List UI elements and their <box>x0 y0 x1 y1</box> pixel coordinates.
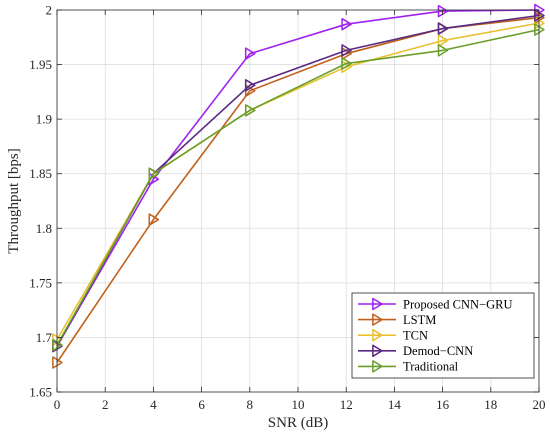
legend-label: Demod−CNN <box>403 344 473 358</box>
y-tick-label: 1.9 <box>36 112 52 127</box>
data-point <box>148 213 160 226</box>
x-tick-label: 6 <box>198 397 205 412</box>
data-point <box>244 104 256 117</box>
x-tick-label: 18 <box>484 397 497 412</box>
series-line <box>56 9 540 347</box>
x-tick-label: 20 <box>533 397 546 412</box>
data-point <box>437 22 449 35</box>
y-axis-title: Throughput [bps] <box>6 148 22 253</box>
data-point <box>341 44 352 57</box>
data-point <box>534 9 545 22</box>
legend-marker <box>372 344 383 358</box>
legend-item: Demod−CNN <box>358 344 473 358</box>
axis-ticks <box>56 9 540 393</box>
legend-item: TCN <box>358 329 428 343</box>
data-point <box>534 16 545 30</box>
data-point <box>341 17 352 31</box>
data-point <box>437 4 449 18</box>
legend-marker <box>372 313 383 326</box>
x-tick-label: 10 <box>292 397 305 412</box>
series-line <box>56 28 540 346</box>
series-5 <box>52 23 545 352</box>
x-tick-label: 2 <box>102 397 109 412</box>
y-tick-label: 1.8 <box>36 221 52 236</box>
legend-item: LSTM <box>358 313 436 327</box>
y-tick-label: 2 <box>46 3 53 18</box>
data-point <box>534 23 545 36</box>
data-point <box>244 47 256 60</box>
series-layer <box>52 3 545 369</box>
x-tick-label: 16 <box>436 397 450 412</box>
y-tick-label: 1.95 <box>29 57 52 72</box>
legend-label: TCN <box>403 329 428 343</box>
y-tick-labels: 1.65 1.7 1.75 1.8 1.85 1.9 1.95 2 <box>29 3 52 400</box>
data-point <box>437 44 449 57</box>
data-point <box>148 167 160 180</box>
data-point <box>341 57 352 70</box>
legend-marker <box>372 297 383 311</box>
legend-marker <box>372 328 383 342</box>
x-tick-label: 8 <box>247 397 254 412</box>
legend-label: LSTM <box>403 313 436 327</box>
y-tick-label: 1.75 <box>29 275 52 290</box>
x-tick-label: 0 <box>54 397 61 412</box>
x-tick-label: 12 <box>340 397 353 412</box>
legend-label: Proposed CNN−GRU <box>403 297 513 311</box>
legend-marker <box>372 360 383 373</box>
data-point <box>244 79 256 92</box>
legend-item: Traditional <box>358 360 459 374</box>
y-tick-label: 1.7 <box>36 330 53 345</box>
x-tick-labels: 0 2 4 6 8 10 12 14 16 18 20 <box>54 397 546 412</box>
legend-item: Proposed CNN−GRU <box>358 297 513 311</box>
x-tick-label: 4 <box>150 397 157 412</box>
data-point <box>437 34 449 47</box>
x-tick-label: 14 <box>388 397 402 412</box>
y-tick-label: 1.85 <box>29 166 52 181</box>
y-tick-label: 1.65 <box>29 385 52 400</box>
legend-label: Traditional <box>403 360 459 374</box>
x-axis-title: SNR (dB) <box>268 415 328 431</box>
data-point <box>52 356 63 369</box>
data-point <box>52 338 63 352</box>
